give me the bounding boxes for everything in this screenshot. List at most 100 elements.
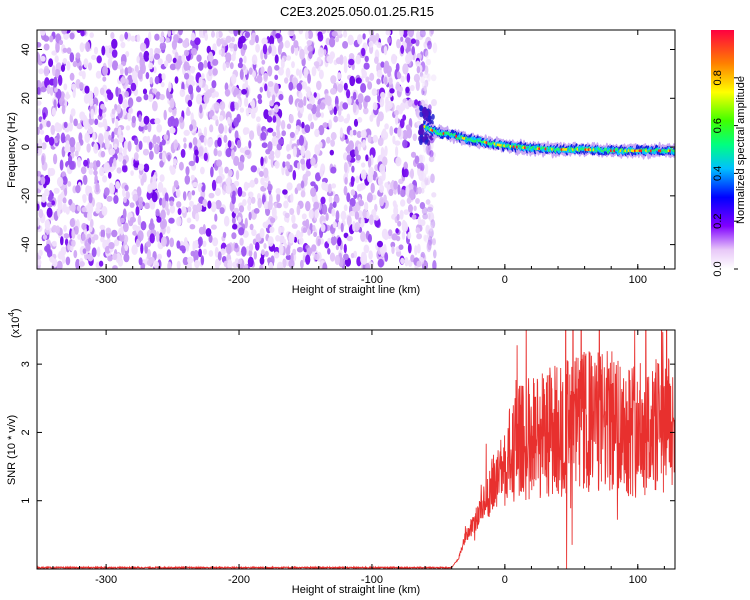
spectrogram-cell xyxy=(211,80,217,89)
snr-series-line xyxy=(37,330,675,569)
spectrogram-cell xyxy=(413,205,417,212)
spectrogram-cell xyxy=(337,72,342,80)
spectrogram-cell xyxy=(69,218,76,227)
spectrogram-cell xyxy=(87,62,93,71)
spectrogram-cell xyxy=(70,108,76,117)
spectrogram-cell xyxy=(69,137,76,148)
spectrogram-cell xyxy=(400,36,404,42)
spectrogram-cell xyxy=(296,119,301,126)
spectrogram-cell xyxy=(161,73,166,81)
spectrogram-cell xyxy=(405,124,411,131)
spectrogram-cell xyxy=(231,149,235,160)
spectrogram-cell xyxy=(432,260,437,269)
spectrogram-cell xyxy=(128,75,133,83)
spectrogram-cell xyxy=(242,43,248,51)
spectrogram-cell xyxy=(138,140,143,150)
spectrogram-cell xyxy=(403,161,409,171)
spectrogram-cell xyxy=(276,202,282,209)
snr-multiplier: (x104) xyxy=(7,308,22,338)
spectrogram-cell xyxy=(71,239,76,247)
spectrogram-cell xyxy=(267,65,273,77)
spectrogram-cell xyxy=(100,103,106,110)
spectrogram-cell xyxy=(263,182,269,188)
spectrogram-cell xyxy=(146,190,153,201)
spectrogram-cell xyxy=(211,179,217,191)
spectrogram-cell xyxy=(357,34,363,45)
spectrogram-cell xyxy=(365,154,369,162)
spectrogram-cell xyxy=(159,36,165,44)
spectrogram-cell xyxy=(367,233,372,243)
spectrogram-cell xyxy=(37,54,41,61)
spectrogram-cell xyxy=(285,254,292,260)
spectrogram-cell xyxy=(416,120,422,126)
spectrogram-cell xyxy=(209,124,214,133)
spectrogram-cell xyxy=(283,200,289,209)
spectrogram-cell xyxy=(357,117,363,123)
spectrogram-cell xyxy=(340,222,344,233)
spectrogram-cell xyxy=(274,74,279,81)
spectrogram-cell xyxy=(346,154,352,162)
spectrogram-cell xyxy=(329,149,334,156)
spectrogram-cell xyxy=(86,143,91,153)
spectrogram-cell xyxy=(357,143,361,152)
spectrogram-cell xyxy=(67,181,72,187)
spectrogram-cell xyxy=(214,187,221,197)
spectrogram-cell xyxy=(239,237,244,246)
spectrogram-cell xyxy=(75,52,81,59)
spectrogram-cell xyxy=(393,203,398,209)
spectrogram-cell xyxy=(238,161,244,171)
spectrogram-cell xyxy=(421,170,427,181)
spectrogram-cell xyxy=(54,122,61,132)
colorbar-tick-label: 0.0 xyxy=(712,261,724,276)
spectrogram-cell xyxy=(98,133,104,145)
spectrogram-cell xyxy=(291,61,295,69)
spectrogram-cell xyxy=(385,30,391,36)
spectrogram-cell xyxy=(202,199,208,207)
x-tick-label: 100 xyxy=(629,274,647,286)
spectrogram-cell xyxy=(303,67,309,79)
spectrogram-cell xyxy=(99,166,105,177)
spectrogram-cell xyxy=(92,131,96,141)
spectrogram-cell xyxy=(176,201,182,208)
spectrogram-cell xyxy=(331,208,336,217)
spectrogram-cell xyxy=(327,248,331,255)
spectrogram-cell xyxy=(215,199,222,210)
spectrogram-cell xyxy=(171,30,176,36)
spectrogram-cell xyxy=(417,216,421,225)
spectrogram-cell xyxy=(166,208,170,216)
spectrogram-cell xyxy=(194,149,199,156)
spectrogram-cell xyxy=(177,208,182,215)
spectrogram-cell xyxy=(261,59,266,65)
spectrogram-cell xyxy=(380,91,386,99)
spectrogram-cell xyxy=(64,238,69,246)
spectrogram-cell xyxy=(208,67,213,77)
spectrogram-cell xyxy=(306,89,311,98)
spectrogram-cell xyxy=(274,138,278,145)
spectrogram-cell xyxy=(79,261,85,267)
spectrogram-cell xyxy=(122,222,129,233)
spectrogram-cell xyxy=(212,237,219,247)
spectrogram-cell xyxy=(276,261,284,269)
spectrogram-cell xyxy=(337,30,342,36)
spectrogram-cell xyxy=(146,259,153,266)
spectrogram-cell xyxy=(360,217,365,227)
spectrogram-cell xyxy=(399,118,405,129)
spectrogram-cell xyxy=(224,166,229,174)
spectrogram-cell xyxy=(127,112,132,122)
spectrogram-x-ticks: -300 -200 -100 0 100 xyxy=(52,30,665,286)
spectrogram-cell xyxy=(124,244,129,252)
spectrogram-cell xyxy=(142,148,150,156)
chart-title: C2E3.2025.050.01.25.R15 xyxy=(280,4,434,19)
spectrogram-cell xyxy=(115,86,120,98)
spectrogram-cell xyxy=(102,76,107,82)
spectrogram-cell xyxy=(146,249,151,260)
spectrogram-cell xyxy=(399,30,404,37)
y-tick-label: -20 xyxy=(20,188,32,204)
spectrogram-cell xyxy=(404,256,409,267)
spectrogram-cell xyxy=(37,126,40,135)
spectrogram-cell xyxy=(268,261,274,269)
spectrogram-cell xyxy=(337,115,344,123)
spectrogram-cell xyxy=(335,57,342,65)
spectrogram-cell xyxy=(83,58,89,69)
spectrogram-cell xyxy=(261,37,268,46)
